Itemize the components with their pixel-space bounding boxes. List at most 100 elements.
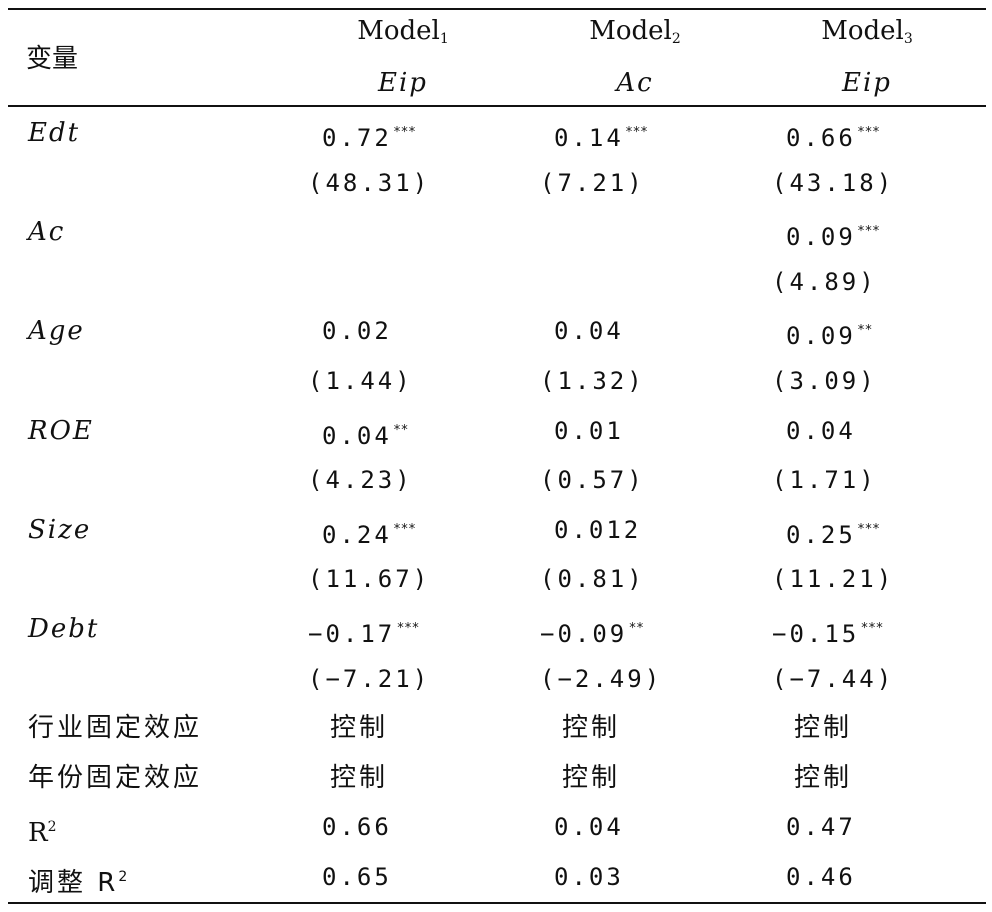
table-row: Edt 0.72 *** 0.14 *** 0.66 *** xyxy=(8,108,986,158)
row-variable-label: 行业固定效应 xyxy=(28,703,202,753)
model-3-value-cell: 0.25 *** xyxy=(772,505,946,555)
model-3-value-cell: (3.09) xyxy=(772,356,932,406)
table-row: 调整 R2 0.65 0.03 0.46 xyxy=(8,852,986,902)
table-row: (−7.21) (−2.49) (−7.44) xyxy=(8,654,986,704)
coefficient-value: 0.66 xyxy=(786,124,856,152)
model-2-value-cell: 0.04 xyxy=(540,802,714,852)
header-variable-label: 变量 xyxy=(26,44,79,74)
coefficient-value: 0.04 xyxy=(554,317,624,346)
model-1-value-cell: 0.66 xyxy=(308,802,482,852)
model-name: Model xyxy=(589,16,672,46)
coefficient-value: 0.65 xyxy=(322,863,392,891)
coefficient-value: 控制 xyxy=(794,762,853,793)
model-1-value-cell: 控制 xyxy=(308,753,490,803)
top-rule xyxy=(8,8,986,10)
significance-stars: *** xyxy=(397,621,420,636)
header-dep-var-3: Eip xyxy=(842,68,892,98)
coefficient-value: (11.21) xyxy=(772,565,895,594)
coefficient-value: (1.32) xyxy=(540,367,645,395)
coefficient-value: −0.09 xyxy=(540,620,628,648)
model-3-value-cell: (−7.44) xyxy=(772,654,932,704)
variable-name: Size xyxy=(28,514,92,545)
model-2-value-cell xyxy=(540,207,714,257)
row-variable-label: Size xyxy=(28,505,91,555)
variable-superscript: 2 xyxy=(118,869,131,885)
model-2-value-cell: 0.14 *** xyxy=(540,108,714,158)
significance-stars: *** xyxy=(861,621,884,636)
coefficient-value: 0.012 xyxy=(554,515,642,544)
model-2-value-cell: (1.32) xyxy=(540,356,700,406)
model-3-value-cell: 0.04 xyxy=(772,406,946,456)
model-1-value-cell: 控制 xyxy=(308,703,490,753)
model-2-value-cell: (7.21) xyxy=(540,158,700,208)
coefficient-value: (43.18) xyxy=(772,168,895,197)
table-row: 行业固定效应 控制 控制 控制 xyxy=(8,703,986,753)
significance-stars: ** xyxy=(857,323,873,339)
coefficient-value: 控制 xyxy=(330,713,389,744)
model-2-value-cell: (0.81) xyxy=(540,554,700,604)
table-row: Size 0.24 *** 0.012 0.25 *** xyxy=(8,505,986,555)
coefficient-value: 0.25 xyxy=(786,520,856,549)
header-model-1: Model1 xyxy=(328,16,478,47)
model-3-value-cell: 控制 xyxy=(772,753,954,803)
model-subscript: 3 xyxy=(903,31,913,47)
table-row: (48.31) (7.21) (43.18) xyxy=(8,158,986,208)
coefficient-value: (0.81) xyxy=(540,565,645,594)
model-2-value-cell: 0.04 xyxy=(540,306,714,356)
table-row: ROE 0.04 ** 0.01 0.04 xyxy=(8,406,986,456)
variable-name: Age xyxy=(28,316,85,347)
model-1-value-cell: 0.72 *** xyxy=(308,108,482,158)
coefficient-value: 0.47 xyxy=(786,813,856,842)
table-row: (4.23) (0.57) (1.71) xyxy=(8,455,986,505)
model-1-value-cell: −0.17 *** xyxy=(308,604,468,654)
model-1-value-cell: (1.44) xyxy=(308,356,468,406)
model-1-value-cell: (11.67) xyxy=(308,554,468,604)
coefficient-value: −0.15 xyxy=(772,620,860,648)
coefficient-value: (11.67) xyxy=(308,565,431,594)
model-3-value-cell: 0.66 *** xyxy=(772,108,946,158)
significance-stars: ** xyxy=(393,422,409,438)
header-dep-var-1: Eip xyxy=(378,68,428,98)
model-2-value-cell: 控制 xyxy=(540,753,722,803)
coefficient-value: −0.17 xyxy=(308,620,396,648)
variable-name: 调整 R xyxy=(28,868,119,898)
model-2-value-cell: 控制 xyxy=(540,703,722,753)
coefficient-value: (1.44) xyxy=(308,367,413,395)
model-3-value-cell: (11.21) xyxy=(772,554,932,604)
model-3-value-cell: 控制 xyxy=(772,703,954,753)
coefficient-value: 0.14 xyxy=(554,124,624,152)
coefficient-value: (4.89) xyxy=(772,267,877,296)
coefficient-value: (0.57) xyxy=(540,466,645,495)
model-1-value-cell: 0.02 xyxy=(308,306,482,356)
coefficient-value: (4.23) xyxy=(308,466,413,495)
coefficient-value: (3.09) xyxy=(772,367,877,395)
model-2-value-cell: −0.09 ** xyxy=(540,604,700,654)
coefficient-value: 控制 xyxy=(330,762,389,793)
model-3-value-cell: 0.47 xyxy=(772,802,946,852)
row-variable-label: Debt xyxy=(28,604,99,654)
row-variable-label: 调整 R2 xyxy=(28,852,130,902)
model-1-value-cell: (4.23) xyxy=(308,455,468,505)
coefficient-value: (−7.21) xyxy=(308,664,431,693)
model-1-value-cell: (48.31) xyxy=(308,158,468,208)
coefficient-value: 0.66 xyxy=(322,813,392,842)
model-subscript: 2 xyxy=(671,31,681,47)
bottom-rule xyxy=(8,902,986,904)
coefficient-value: 0.03 xyxy=(554,863,624,891)
model-2-value-cell: (−2.49) xyxy=(540,654,700,704)
model-3-value-cell: 0.09 ** xyxy=(772,306,946,356)
table-row: (1.44) (1.32) (3.09) xyxy=(8,356,986,406)
header-model-3: Model3 xyxy=(792,16,942,47)
model-1-value-cell xyxy=(308,207,482,257)
variable-name: Edt xyxy=(28,118,81,148)
variable-name: Debt xyxy=(28,614,100,644)
variable-name: ROE xyxy=(28,415,94,446)
model-1-value-cell: (−7.21) xyxy=(308,654,468,704)
header-rule xyxy=(8,105,986,107)
coefficient-value: (−2.49) xyxy=(540,664,663,693)
coefficient-value: 控制 xyxy=(562,713,621,744)
coefficient-value: (7.21) xyxy=(540,168,645,197)
variable-name: 年份固定效应 xyxy=(28,762,203,793)
table-row: Age 0.02 0.04 0.09 ** xyxy=(8,306,986,356)
coefficient-value: 控制 xyxy=(562,762,621,793)
